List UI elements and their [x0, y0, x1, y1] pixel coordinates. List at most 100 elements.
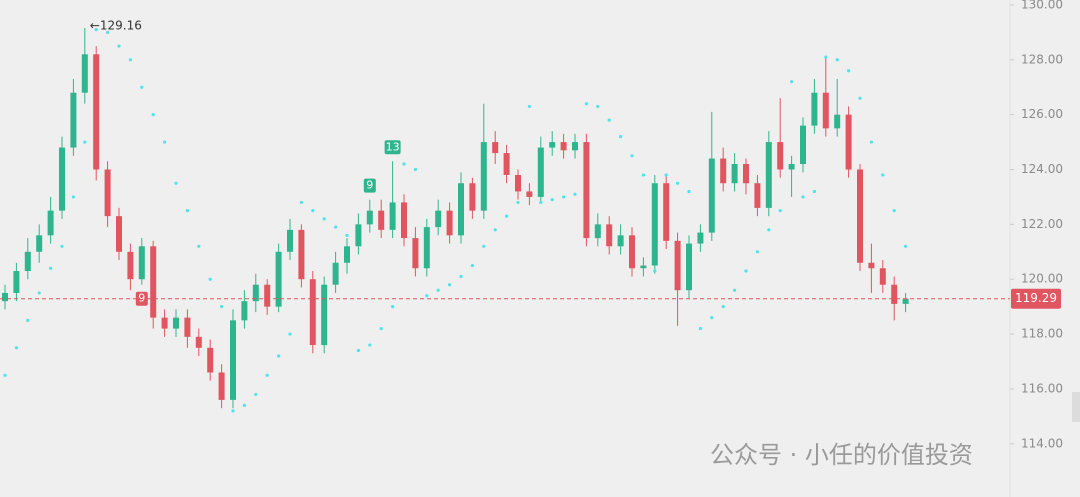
candle-body: [754, 183, 761, 208]
sar-dot: [356, 348, 360, 353]
candle-body: [173, 317, 179, 329]
candle-body: [150, 246, 157, 318]
sar-dot: [573, 192, 577, 196]
sar-dot: [311, 209, 315, 213]
y-tick-label: 114.00: [1021, 436, 1063, 450]
candle-body: [651, 183, 658, 266]
sar-dot: [847, 69, 851, 73]
sar-dot: [470, 263, 474, 268]
last-price-label: 119.29: [1015, 291, 1057, 305]
candle-body: [435, 210, 442, 228]
candle-body: [412, 238, 419, 269]
sar-dot: [402, 162, 406, 166]
y-tick-label: 126.00: [1021, 107, 1063, 121]
candle-body: [857, 169, 863, 263]
watermark: 公众号 · 小任的价值投资: [710, 441, 973, 469]
scroll-handle[interactable]: [1072, 392, 1080, 422]
candle-body: [617, 235, 624, 247]
sar-dot: [539, 200, 543, 205]
candle-body: [309, 279, 316, 346]
candle-body: [503, 153, 510, 175]
sar-dot: [562, 195, 566, 199]
sar-dot: [801, 195, 805, 199]
marker-label: 13: [386, 140, 400, 153]
sar-dot: [744, 269, 748, 273]
sar-dot: [345, 233, 349, 237]
sar-dot: [835, 58, 839, 62]
candle-body: [743, 164, 749, 184]
candle-body: [526, 191, 533, 197]
candle-body: [423, 227, 430, 269]
candle-body: [36, 235, 43, 252]
candle-body: [822, 92, 829, 129]
candle-body: [161, 317, 168, 329]
sar-dot: [630, 154, 634, 158]
candle-body: [127, 251, 134, 280]
sar-dot: [277, 354, 281, 358]
sar-dot: [413, 167, 417, 172]
sar-dot: [242, 403, 246, 407]
sar-dot: [550, 198, 554, 202]
candle-body: [765, 142, 772, 208]
high-annotation: ←129.16: [90, 18, 142, 32]
candle-body: [629, 235, 635, 269]
sar-dot: [904, 244, 908, 248]
candle-body: [207, 347, 214, 373]
sar-dot: [220, 305, 224, 309]
candle-body: [401, 202, 407, 239]
sar-dot: [425, 294, 429, 298]
candle-body: [731, 164, 738, 184]
candle-body: [298, 229, 305, 280]
sar-dot: [448, 283, 452, 287]
sar-dot: [790, 80, 794, 84]
y-tick-label: 122.00: [1021, 217, 1063, 231]
marker-box: [135, 291, 148, 306]
sar-dot: [106, 30, 110, 34]
sar-dot: [254, 392, 258, 397]
candle-body: [355, 224, 362, 247]
candle-body: [47, 210, 54, 236]
sar-dot: [482, 244, 486, 248]
y-tick-label: 124.00: [1021, 162, 1063, 176]
sar-dot: [14, 346, 18, 350]
sar-dot: [231, 409, 235, 413]
sar-dot: [721, 305, 725, 309]
candle-body: [81, 54, 88, 93]
sar-dot: [436, 288, 440, 292]
candle-body: [366, 210, 373, 225]
sar-dot: [641, 173, 646, 177]
y-tick-label: 130.00: [1021, 0, 1063, 11]
candle-body: [218, 372, 225, 400]
candle-body: [13, 270, 20, 293]
sar-dot: [459, 274, 463, 279]
sar-dot: [733, 288, 737, 292]
candle-body: [332, 262, 339, 285]
candle-body: [264, 284, 271, 307]
sar-dot: [687, 189, 691, 194]
candle-body: [24, 251, 31, 271]
candle-body: [469, 183, 476, 211]
marker-label: 9: [138, 292, 145, 305]
sar-dot: [140, 85, 144, 89]
candle-body: [2, 292, 8, 302]
candle-body: [788, 164, 795, 170]
sar-dot: [778, 209, 782, 213]
sar-dot: [208, 277, 212, 281]
sar-dot: [322, 217, 326, 221]
sar-dot: [163, 140, 167, 144]
candle-body: [275, 251, 282, 307]
candle-body: [515, 174, 521, 192]
candle-body: [195, 336, 202, 348]
sar-dot: [584, 102, 589, 106]
sar-dot: [664, 173, 668, 177]
sar-dot: [698, 326, 703, 331]
candle-body: [879, 268, 886, 285]
candle-body: [583, 142, 590, 239]
candle-body: [697, 232, 704, 244]
marker-box: [363, 178, 376, 193]
sar-dot: [527, 104, 532, 109]
candle-body: [777, 142, 784, 170]
candle-body: [104, 169, 111, 217]
sar-dot: [505, 214, 509, 218]
